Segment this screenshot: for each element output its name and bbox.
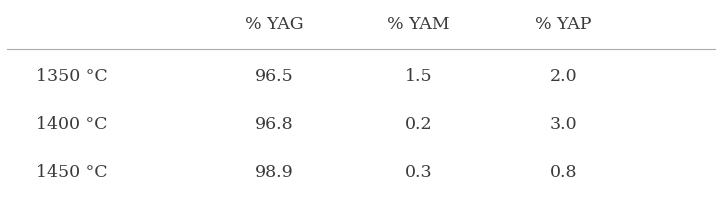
Text: 96.5: 96.5 [255, 68, 294, 84]
Text: 1450 °C: 1450 °C [36, 164, 108, 180]
Text: % YAM: % YAM [388, 16, 450, 32]
Text: % YAP: % YAP [535, 16, 591, 32]
Text: 1.5: 1.5 [405, 68, 432, 84]
Text: 96.8: 96.8 [255, 116, 294, 132]
Text: % YAG: % YAG [245, 16, 304, 32]
Text: 0.3: 0.3 [405, 164, 432, 180]
Text: 0.2: 0.2 [405, 116, 432, 132]
Text: 1350 °C: 1350 °C [36, 68, 108, 84]
Text: 2.0: 2.0 [549, 68, 577, 84]
Text: 98.9: 98.9 [255, 164, 294, 180]
Text: 3.0: 3.0 [549, 116, 577, 132]
Text: 1400 °C: 1400 °C [36, 116, 108, 132]
Text: 0.8: 0.8 [549, 164, 577, 180]
